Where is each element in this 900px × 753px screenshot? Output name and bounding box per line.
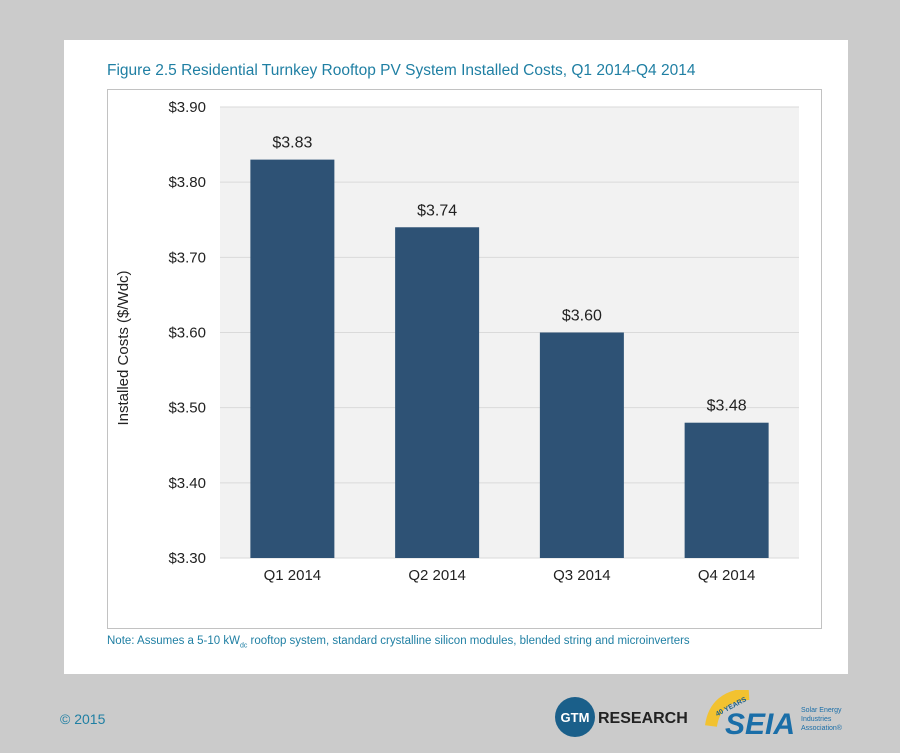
copyright-text: © 2015 <box>60 711 106 727</box>
figure-note: Note: Assumes a 5-10 kWdc rooftop system… <box>107 635 690 649</box>
seia-logo-text: SEIA <box>725 708 795 741</box>
value-label: $3.48 <box>707 398 747 415</box>
y-tick-label: $3.90 <box>168 99 206 116</box>
x-tick-label: Q4 2014 <box>698 567 756 584</box>
figure-panel: Figure 2.5 Residential Turnkey Rooftop P… <box>64 40 848 674</box>
figure-title: Figure 2.5 Residential Turnkey Rooftop P… <box>107 62 696 79</box>
y-tick-label: $3.40 <box>168 475 206 492</box>
seia-logo: 40 YEARS SEIA Solar Energy Industries As… <box>705 690 843 741</box>
seia-tagline-1: Solar Energy <box>801 707 842 714</box>
seia-tagline-2: Industries <box>801 716 832 723</box>
y-tick-label: $3.30 <box>168 550 206 567</box>
value-label: $3.74 <box>417 202 457 219</box>
y-tick-label: $3.50 <box>168 400 206 417</box>
gtm-logo-text: GTM <box>561 710 590 725</box>
y-tick-labels: $3.90 $3.80 $3.70 $3.60 $3.50 $3.40 $3.30 <box>168 99 206 567</box>
bar <box>395 227 480 558</box>
gtm-research-logo: GTM RESEARCH <box>555 697 688 737</box>
seia-tagline-3: Association® <box>801 724 843 732</box>
value-labels: $3.83 $3.74 $3.60 $3.48 <box>272 135 746 415</box>
x-tick-label: Q2 2014 <box>408 567 466 584</box>
x-tick-label: Q3 2014 <box>553 567 611 584</box>
y-tick-label: $3.80 <box>168 174 206 191</box>
bar <box>539 332 624 558</box>
bar <box>684 422 769 558</box>
x-tick-label: Q1 2014 <box>264 567 322 584</box>
x-tick-labels: Q1 2014 Q2 2014 Q3 2014 Q4 2014 <box>264 567 756 584</box>
value-label: $3.60 <box>562 308 602 325</box>
bars <box>250 159 769 558</box>
note-prefix: Note: Assumes a 5-10 kW <box>107 635 240 647</box>
gtm-research-text: RESEARCH <box>598 710 688 727</box>
note-suffix: rooftop system, standard crystalline sil… <box>247 635 690 647</box>
value-label: $3.83 <box>272 135 312 152</box>
chart-frame: $3.90 $3.80 $3.70 $3.60 $3.50 $3.40 $3.30 $3.8… <box>107 89 822 629</box>
y-tick-label: $3.70 <box>168 249 206 266</box>
bar-chart: $3.90 $3.80 $3.70 $3.60 $3.50 $3.40 $3.30 $3.8… <box>115 99 799 584</box>
bar <box>250 159 335 558</box>
y-axis-label: Installed Costs ($/Wdc) <box>115 270 132 425</box>
note-subscript: dc <box>239 642 248 650</box>
y-tick-label: $3.60 <box>168 325 206 342</box>
